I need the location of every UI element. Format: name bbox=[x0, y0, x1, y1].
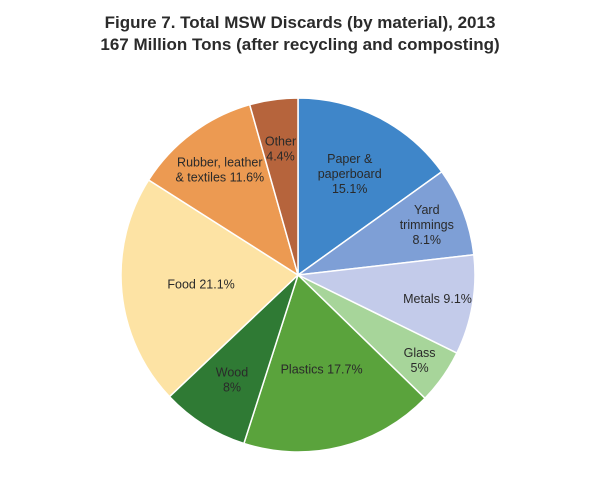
pie-slice-plastics bbox=[242, 273, 427, 453]
chart-subtitle: 167 Million Tons (after recycling and co… bbox=[100, 35, 500, 54]
slice-label-food: Food 21.1% bbox=[167, 277, 234, 291]
pie-slice-paper-paperboard bbox=[297, 97, 443, 277]
pie-labels: Paper & paperboard 15.1% Yard trimmings 8.1% M… bbox=[167, 134, 472, 394]
pie-slice-wood bbox=[168, 274, 299, 445]
slice-label-rubber-leather-textiles: Rubber, leather & textiles 11.6% bbox=[175, 156, 264, 185]
slice-label-other: Other 4.4% bbox=[265, 134, 296, 163]
slice-label-wood: Wood 8% bbox=[216, 365, 248, 394]
pie-slice-metals bbox=[295, 253, 476, 355]
chart-title: Figure 7. Total MSW Discards (by materia… bbox=[104, 13, 496, 32]
pie-slice-rubber-leather-textiles bbox=[147, 103, 300, 277]
slice-label-plastics: Plastics 17.7% bbox=[281, 362, 363, 376]
slice-label-metals: Metals 9.1% bbox=[403, 292, 472, 306]
slice-label-paper-paperboard: Paper & paperboard 15.1% bbox=[318, 152, 382, 196]
pie-slice-food bbox=[120, 178, 300, 398]
slice-label-glass: Glass 5% bbox=[404, 346, 436, 375]
pie-slice-yard-trimmings bbox=[295, 170, 475, 277]
chart-title-block: Figure 7. Total MSW Discards (by materia… bbox=[0, 12, 600, 56]
pie-slice-other bbox=[248, 97, 299, 276]
pie-slices bbox=[120, 97, 476, 453]
slice-label-yard-trimmings: Yard trimmings 8.1% bbox=[400, 203, 454, 247]
